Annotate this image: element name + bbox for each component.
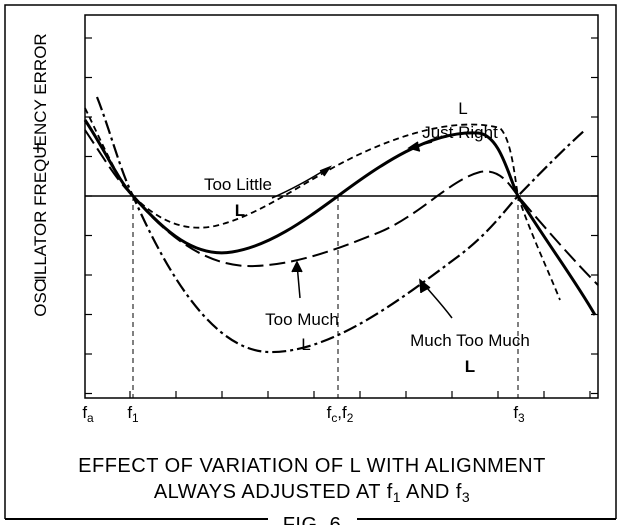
- x-label: fa: [82, 403, 94, 425]
- label-too-much-l: L: [301, 335, 310, 354]
- subscript: 3: [462, 489, 470, 505]
- label-just-right-l: L: [458, 99, 467, 118]
- subscript: c: [331, 411, 337, 425]
- curve-much-too-much: [95, 96, 586, 354]
- y-axis-label: OSCILLATOR FREQUENCY ERROR: [31, 33, 50, 316]
- caption-line2: ALWAYS ADJUSTED AT f1 AND f3: [154, 481, 470, 505]
- text-part: f: [82, 403, 87, 422]
- text-part: AND f: [401, 481, 462, 503]
- y-plus: +: [32, 138, 44, 160]
- text-part: f: [513, 403, 518, 422]
- subscript: 1: [132, 411, 139, 425]
- subscript: 2: [347, 411, 354, 425]
- label-too-little: Too Little: [204, 175, 272, 194]
- arrows: [271, 141, 453, 319]
- text-part: ALWAYS ADJUSTED AT f: [154, 481, 393, 503]
- text-part: ,f: [337, 403, 347, 422]
- x-label: fc,f2: [327, 403, 354, 425]
- arrowhead: [319, 165, 332, 177]
- y-minus: −: [34, 270, 46, 292]
- label-much-too-much-l: L: [465, 357, 475, 376]
- figure-number: FIG. 6: [283, 514, 342, 525]
- arrowhead: [407, 141, 421, 152]
- label-too-much: Too Much: [265, 310, 339, 329]
- fig-bg: [270, 510, 355, 525]
- text-part: f: [127, 403, 132, 422]
- plot-box: [84, 14, 599, 399]
- label-much-too-much: Much Too Much: [410, 331, 530, 350]
- x-label: f3: [513, 403, 525, 425]
- subscript: 3: [518, 411, 525, 425]
- arrowhead: [291, 260, 303, 273]
- x-label: f1: [127, 403, 139, 425]
- subscript: a: [87, 411, 94, 425]
- guide-lines: [132, 196, 519, 398]
- text-part: f: [327, 403, 332, 422]
- ticks: [85, 37, 598, 398]
- frame: [4, 4, 617, 519]
- label-just-right: Just Right: [422, 123, 498, 142]
- subscript: 1: [393, 489, 401, 505]
- label-too-little-l: L: [235, 201, 245, 220]
- curve-too-much: [84, 129, 599, 286]
- arrow-too-little: [271, 167, 329, 199]
- arrowhead: [419, 278, 431, 294]
- caption-line1: EFFECT OF VARIATION OF L WITH ALIGNMENT: [78, 455, 546, 477]
